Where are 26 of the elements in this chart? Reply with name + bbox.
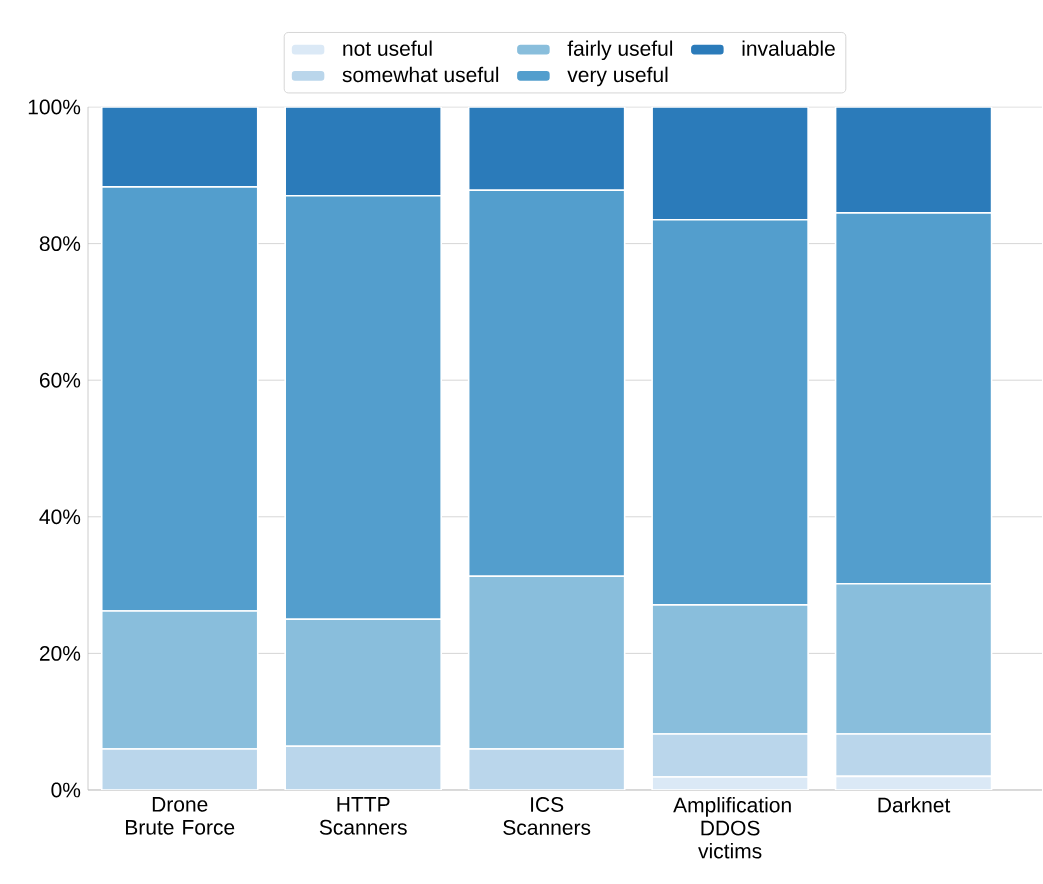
bar [834, 106, 993, 214]
legend-label: fairly useful [567, 40, 673, 61]
y-tick-label: 0% [51, 782, 81, 798]
y-tick-label: 80% [39, 236, 81, 252]
legend-label: very useful [567, 66, 668, 87]
x-tick-label: Drone Brute Force [126, 797, 235, 835]
bar [467, 748, 626, 790]
y-tick-label: 60% [39, 372, 81, 388]
y-tick-label: 40% [39, 509, 81, 525]
bar [284, 106, 442, 197]
bar [834, 733, 993, 778]
y-tick-label: 20% [39, 645, 81, 661]
bar [100, 748, 259, 790]
y-tick-label: 100% [28, 99, 81, 115]
bar [100, 106, 259, 188]
x-tick-label: ICS Scanners [503, 797, 591, 835]
bar [284, 745, 442, 790]
legend-label: invaluable [742, 40, 835, 56]
bar [467, 106, 626, 192]
bar [651, 733, 809, 778]
legend-label: somewhat useful [342, 66, 499, 83]
x-tick-label: HTTP Scanners [319, 797, 407, 835]
bar [651, 106, 809, 221]
x-tick-label: Amplification DDOS victims [673, 797, 791, 859]
x-tick-label: Darknet [878, 797, 951, 813]
legend-label: not useful [343, 40, 432, 56]
